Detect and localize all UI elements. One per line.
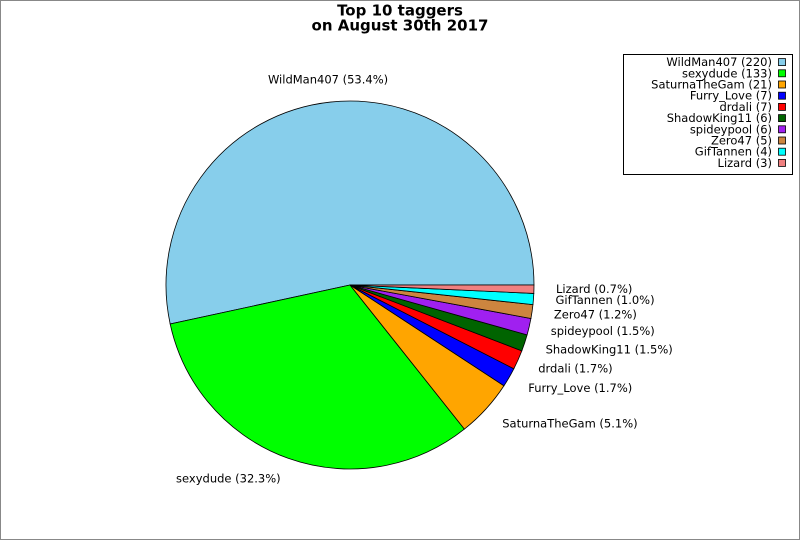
- slice-label: Furry_Love (1.7%): [528, 381, 632, 395]
- slice-label: GifTannen (1.0%): [555, 293, 654, 307]
- slice-label: Zero47 (1.2%): [554, 307, 637, 321]
- slice-label: WildMan407 (53.4%): [268, 73, 388, 87]
- legend-swatch: [778, 103, 786, 111]
- chart-title: Top 10 taggers: [337, 2, 463, 20]
- slice-label: ShadowKing11 (1.5%): [546, 342, 673, 356]
- legend-swatch: [778, 125, 786, 134]
- legend-swatch: [778, 114, 786, 122]
- pie-slice: [349, 284, 535, 294]
- legend-swatch: [778, 158, 786, 167]
- slice-label: sexydude (32.3%): [176, 472, 281, 486]
- legend-swatch: [778, 91, 786, 100]
- legend-label: SaturnaTheGam (21): [651, 78, 772, 92]
- pie-slice: [165, 100, 535, 325]
- slice-label: SaturnaTheGam (5.1%): [502, 416, 637, 430]
- legend-label: sexydude (133): [682, 66, 772, 80]
- legend-swatch: [778, 136, 786, 145]
- legend-label: Lizard (3): [718, 156, 772, 170]
- legend-label: WildMan407 (220): [666, 55, 772, 69]
- legend-box: [623, 54, 793, 175]
- legend-swatch: [778, 147, 786, 156]
- legend-label: GifTannen (4): [695, 145, 772, 159]
- slice-label: drdali (1.7%): [538, 361, 612, 375]
- legend-label: Furry_Love (7): [690, 89, 772, 103]
- slice-label: Lizard (0.7%): [556, 282, 632, 296]
- legend-swatch: [778, 69, 786, 78]
- chart-subtitle: on August 30th 2017: [312, 17, 489, 35]
- pie-slice: [169, 284, 465, 470]
- legend-label: spideypool (6): [690, 122, 772, 136]
- legend-label: drdali (7): [719, 100, 772, 114]
- legend-label: Zero47 (5): [711, 134, 772, 148]
- legend-swatch: [778, 80, 786, 89]
- legend-swatch: [778, 58, 786, 66]
- legend-label: ShadowKing11 (6): [667, 111, 772, 125]
- slice-label: spideypool (1.5%): [551, 324, 655, 338]
